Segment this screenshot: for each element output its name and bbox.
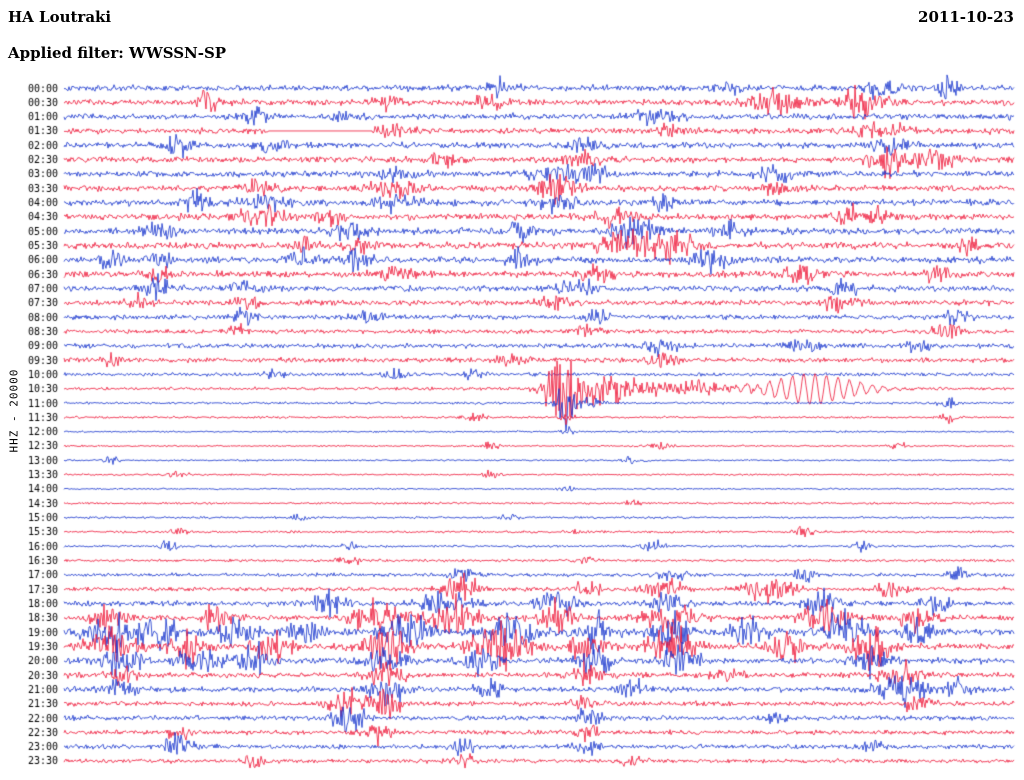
seismogram-page: { "header": { "station": "HA Loutraki", …: [0, 0, 1024, 780]
helicorder-canvas: [0, 0, 1024, 780]
